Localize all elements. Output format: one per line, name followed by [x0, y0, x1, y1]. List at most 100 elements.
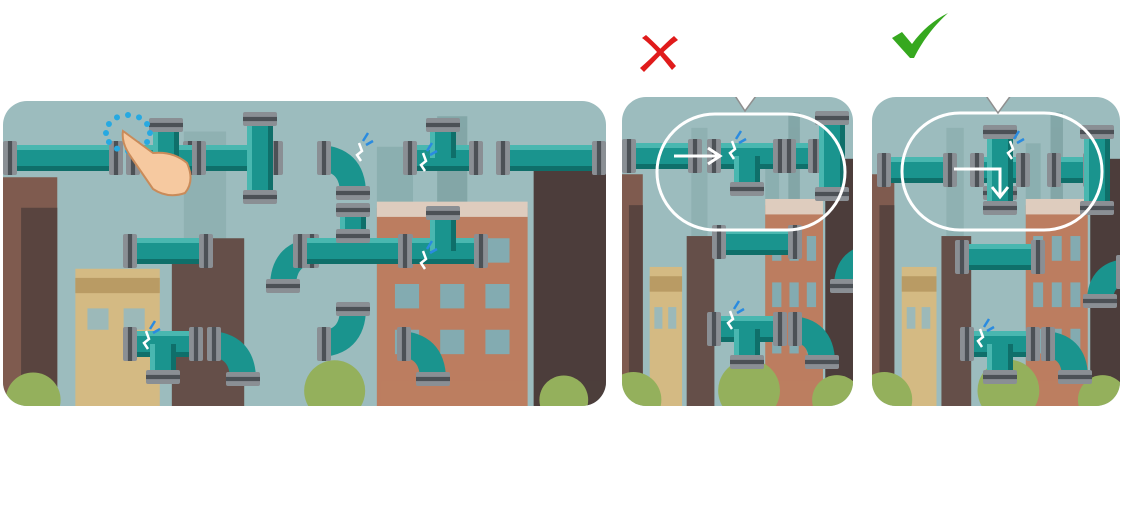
water-leak-icon: [429, 149, 438, 157]
pipe-shadow: [1105, 137, 1110, 203]
pipe-joint-ring: [500, 141, 506, 175]
tap-ripple: [105, 121, 112, 127]
pipe-highlight: [195, 145, 271, 150]
pipe-joint-ring: [273, 141, 279, 175]
pipe-joint-ring: [226, 376, 260, 382]
pipe-highlight: [734, 329, 739, 359]
pipe-joint-ring: [786, 139, 792, 173]
tap-ripple: [144, 121, 151, 127]
window: [440, 329, 465, 355]
window: [87, 308, 109, 330]
pipe-joint-ring: [426, 122, 460, 128]
pipe-shadow: [174, 128, 179, 158]
water-leak-icon: [986, 325, 995, 333]
crack: [419, 152, 428, 172]
tap-ripple: [136, 114, 142, 121]
water-leak-icon: [738, 137, 747, 145]
crack: [142, 330, 151, 350]
pipe-highlight: [719, 143, 775, 148]
pipe-joint-ring: [127, 234, 133, 268]
pipe-joint-ring: [193, 327, 199, 361]
pipe-joint-ring: [321, 141, 327, 175]
pipe-joint-ring: [983, 374, 1017, 380]
pipe-shadow: [1008, 344, 1013, 374]
crack: [419, 250, 428, 270]
pipe-joint-ring: [266, 283, 300, 289]
pipe-highlight: [719, 316, 775, 321]
hand: [121, 129, 192, 197]
pipe-shadow: [889, 178, 945, 183]
water-leak-icon: [361, 132, 370, 142]
pipe-highlight: [430, 128, 435, 158]
pipe-joint-ring: [881, 153, 887, 187]
crack: [726, 310, 735, 330]
pipe-highlight: [508, 145, 594, 150]
tap-ripple: [125, 112, 131, 118]
pipe-highlight: [247, 124, 252, 192]
pipe-joint-ring: [983, 129, 1017, 135]
pipe-joint-ring: [336, 233, 370, 239]
wrong-example-panel: [622, 97, 853, 406]
water-leak-icon: [425, 142, 434, 152]
pipe-joint-ring: [812, 139, 818, 173]
window: [654, 307, 663, 329]
pipe-highlight: [153, 128, 158, 158]
building-trim: [75, 277, 160, 294]
building: [533, 162, 606, 406]
pipe-highlight: [967, 244, 1033, 249]
window: [485, 284, 510, 309]
tap-ripple: [147, 130, 153, 136]
pipe-joint-ring: [407, 141, 413, 175]
tap-ripple: [105, 139, 112, 145]
pipe-shadow: [1059, 178, 1085, 183]
window: [921, 307, 931, 329]
water-leak-icon: [734, 130, 743, 140]
tree: [872, 372, 913, 406]
pipe-highlight: [819, 123, 824, 189]
pipe-shadow: [305, 259, 401, 264]
tree: [622, 372, 662, 406]
water-leak-icon: [429, 247, 438, 255]
window: [906, 307, 916, 329]
tree: [304, 360, 366, 406]
water-leak-icon: [425, 240, 434, 250]
pipe-shadow: [1008, 137, 1013, 203]
pipe-shadow: [755, 156, 760, 186]
pipe-joint-ring: [416, 376, 450, 382]
window: [485, 238, 510, 263]
pipe-joint-ring: [1045, 327, 1051, 361]
pipe-joint-ring: [7, 141, 13, 175]
window: [668, 307, 677, 329]
pipe-segment: [794, 143, 810, 169]
pipe-joint-ring: [792, 225, 798, 259]
pipe-highlight: [987, 344, 992, 374]
pipe-joint-ring: [596, 141, 602, 175]
water-leak-icon: [148, 320, 157, 330]
pipe-joint-ring: [401, 327, 407, 361]
pipe-joint-ring: [243, 194, 277, 200]
pipe-joint-ring: [964, 327, 970, 361]
pipe-shadow: [361, 215, 366, 231]
crack: [728, 140, 737, 160]
pipe-shadow: [171, 344, 176, 374]
pipe-joint-ring: [149, 122, 183, 128]
pipe-highlight: [734, 156, 739, 186]
pipe-highlight: [150, 344, 155, 374]
window: [485, 329, 510, 355]
pipe-joint-ring: [1020, 153, 1026, 187]
pipe-joint-ring: [815, 115, 849, 121]
tree: [5, 372, 61, 406]
highlight-capsule: [655, 112, 847, 232]
pipe-shadow: [451, 216, 456, 251]
pipe-joint-ring: [777, 312, 783, 346]
water-leak-icon: [152, 327, 161, 335]
pipe-joint-ring: [1058, 374, 1092, 380]
pipe-joint-ring: [1080, 129, 1114, 135]
pipe-highlight: [135, 238, 201, 243]
window: [394, 284, 420, 309]
building-trim: [649, 276, 683, 292]
check-icon: [890, 12, 950, 60]
pipe-joint-ring: [336, 306, 370, 312]
pipe-highlight: [972, 331, 1028, 336]
window: [1070, 236, 1081, 261]
